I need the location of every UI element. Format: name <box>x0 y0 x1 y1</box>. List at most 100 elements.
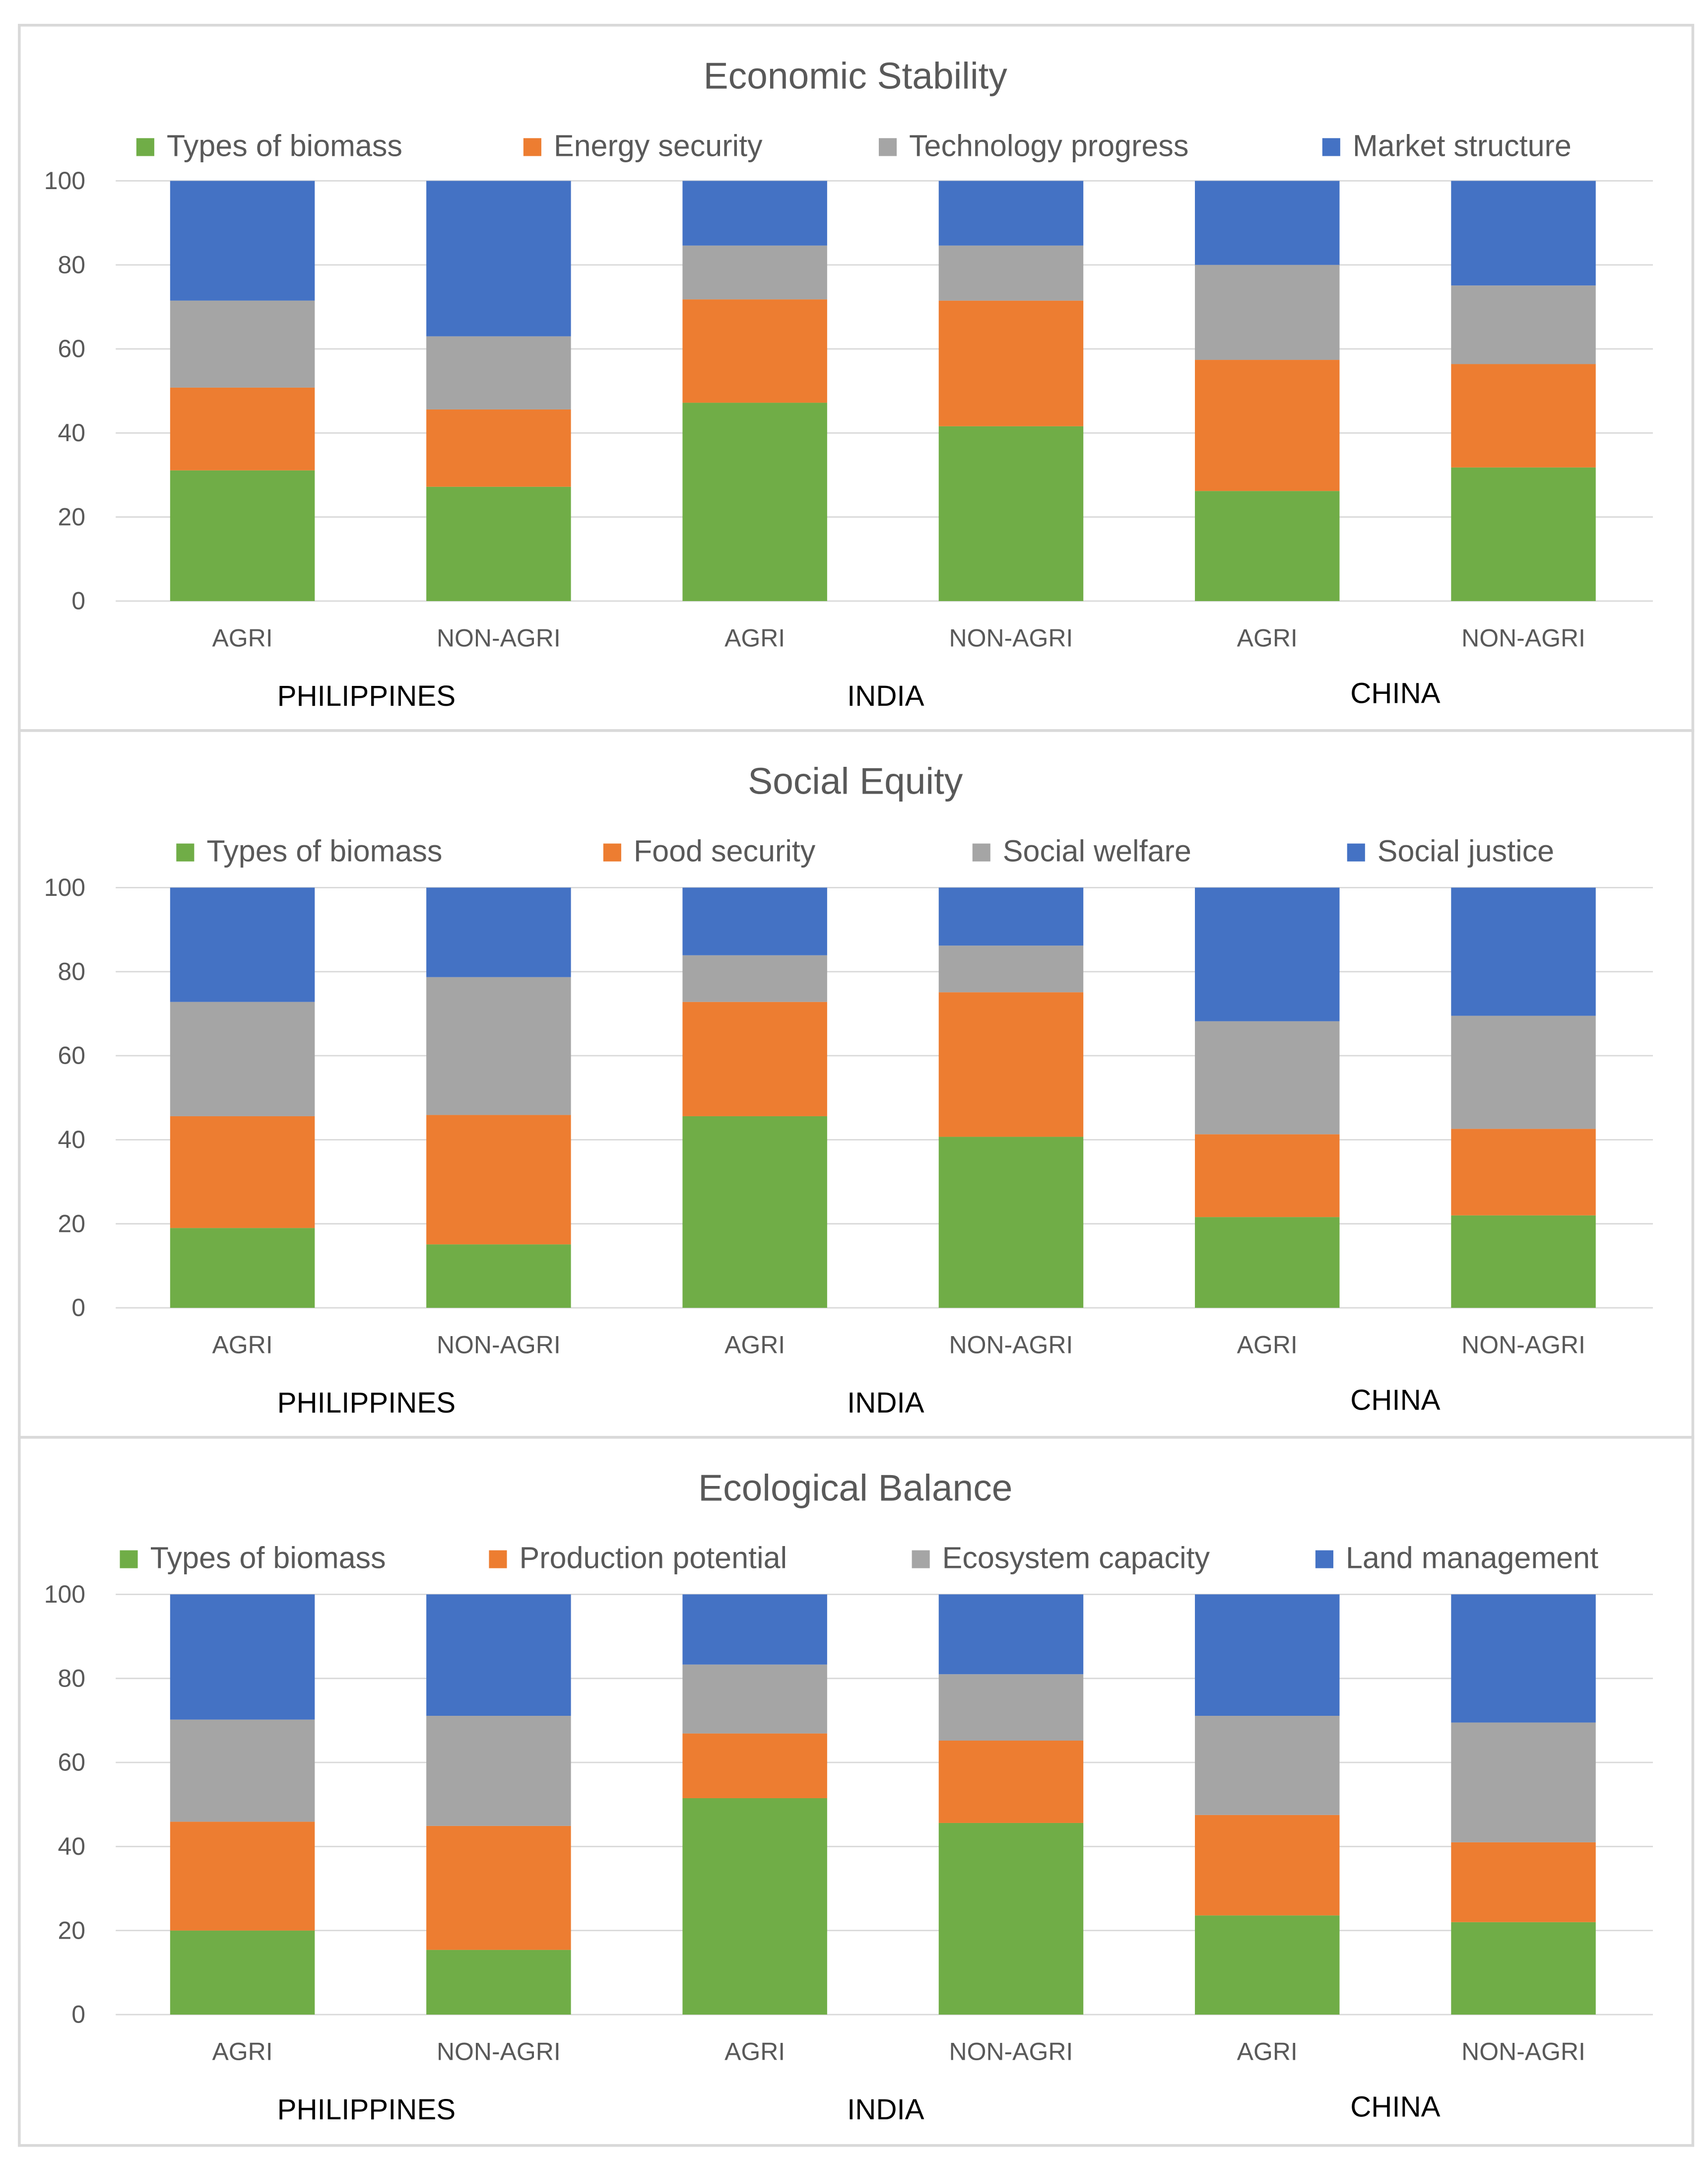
bar-segment <box>1451 1922 1596 2015</box>
bar-segment <box>682 1594 827 1665</box>
y-tick-label: 60 <box>58 1749 86 1776</box>
bar-segment <box>1195 491 1340 602</box>
chart-title: Social Equity <box>748 760 963 802</box>
bar-segment <box>1451 285 1596 364</box>
y-tick-label: 60 <box>58 335 86 363</box>
x-group-label: CHINA <box>1350 1384 1440 1416</box>
bar-segment <box>682 181 827 246</box>
bar-segment <box>426 181 571 337</box>
bar-segment <box>426 1716 571 1826</box>
legend-label: Ecosystem capacity <box>942 1541 1210 1575</box>
bar-segment <box>170 1594 315 1720</box>
bar-segment <box>1451 467 1596 602</box>
bar-segment <box>682 1798 827 2015</box>
x-category-label: NON-AGRI <box>1461 1331 1585 1359</box>
bar-segment <box>682 245 827 300</box>
y-tick-label: 20 <box>58 503 86 531</box>
y-tick-label: 0 <box>71 587 85 615</box>
bar-segment <box>1195 360 1340 491</box>
y-tick-label: 0 <box>71 1294 85 1322</box>
y-tick-label: 40 <box>58 1126 86 1153</box>
bar-segment <box>170 1002 315 1116</box>
bar-segment <box>1195 265 1340 360</box>
bar-segment <box>170 1116 315 1228</box>
legend-label: Land management <box>1346 1541 1598 1575</box>
bar-segment <box>426 409 571 487</box>
bar-segment <box>938 1823 1084 2015</box>
x-category-label: AGRI <box>724 624 785 652</box>
bar-segment <box>682 887 827 955</box>
legend-label: Types of biomass <box>206 834 442 868</box>
x-group-label: INDIA <box>847 680 924 712</box>
bar-segment <box>1451 1215 1596 1308</box>
bar-segment <box>1451 181 1596 286</box>
legend-swatch <box>136 138 154 156</box>
legend-label: Market structure <box>1353 129 1572 162</box>
x-category-label: AGRI <box>724 1331 785 1359</box>
bar-segment <box>938 181 1084 246</box>
bar-segment <box>1195 181 1340 265</box>
bar-segment <box>1195 1915 1340 2015</box>
legend-label: Social welfare <box>1003 834 1191 868</box>
bar-segment <box>938 1137 1084 1308</box>
bar-segment <box>170 887 315 1002</box>
x-category-label: NON-AGRI <box>1461 624 1585 652</box>
chart-title: Economic Stability <box>704 55 1008 96</box>
bar-segment <box>938 1741 1084 1823</box>
y-tick-label: 100 <box>44 167 85 195</box>
legend-swatch <box>1347 843 1365 862</box>
x-category-label: NON-AGRI <box>949 1331 1073 1359</box>
y-tick-label: 80 <box>58 251 86 278</box>
bar-segment <box>1195 1217 1340 1308</box>
legend-label: Types of biomass <box>167 129 402 162</box>
bar-segment <box>426 977 571 1115</box>
bar-segment <box>938 887 1084 946</box>
legend-swatch <box>603 843 621 862</box>
legend-label: Energy security <box>554 129 763 162</box>
bar-segment <box>1451 887 1596 1016</box>
bar-segment <box>426 1950 571 2015</box>
x-category-label: AGRI <box>1237 624 1298 652</box>
legend-label: Production potential <box>519 1541 787 1575</box>
legend-swatch <box>176 843 195 862</box>
bar-segment <box>682 403 827 602</box>
bar-segment <box>426 1825 571 1950</box>
bar-segment <box>170 300 315 388</box>
chart-panel-1: Social Equity Types of biomass Food securi… <box>18 729 1695 1439</box>
x-category-label: AGRI <box>212 1331 272 1359</box>
bar-segment <box>1451 1594 1596 1723</box>
x-category-label: NON-AGRI <box>949 2038 1073 2066</box>
bar-segment <box>938 945 1084 993</box>
bar-segment <box>1195 887 1340 1021</box>
bar-segment <box>426 1594 571 1716</box>
legend-label: Food security <box>634 834 816 868</box>
bar-segment <box>1451 1015 1596 1129</box>
legend-swatch <box>489 1550 507 1568</box>
bar-segment <box>682 955 827 1002</box>
chart-panel-0: Economic Stability Types of biomass Energy… <box>18 23 1695 732</box>
legend-swatch <box>1322 138 1340 156</box>
x-group-label: INDIA <box>847 2093 924 2126</box>
bar-segment <box>170 1822 315 1931</box>
legend-label: Types of biomass <box>150 1541 386 1575</box>
bar-segment <box>938 1674 1084 1741</box>
bar-segment <box>1451 364 1596 468</box>
bar-segment <box>170 181 315 301</box>
bar-segment <box>170 1228 315 1308</box>
y-tick-label: 40 <box>58 1832 86 1860</box>
y-tick-label: 80 <box>58 957 86 985</box>
bar-segment <box>1451 1722 1596 1842</box>
x-group-label: INDIA <box>847 1387 924 1419</box>
x-category-label: AGRI <box>212 624 272 652</box>
y-tick-label: 100 <box>44 1580 85 1608</box>
bar-segment <box>170 387 315 471</box>
x-category-label: NON-AGRI <box>1461 2038 1585 2066</box>
x-group-label: CHINA <box>1350 2091 1440 2123</box>
legend-swatch <box>972 843 990 862</box>
y-tick-label: 20 <box>58 1916 86 1944</box>
x-category-label: NON-AGRI <box>437 624 561 652</box>
bar-segment <box>1195 1134 1340 1217</box>
bar-segment <box>682 1733 827 1798</box>
bar-segment <box>1195 1815 1340 1916</box>
y-tick-label: 80 <box>58 1664 86 1692</box>
